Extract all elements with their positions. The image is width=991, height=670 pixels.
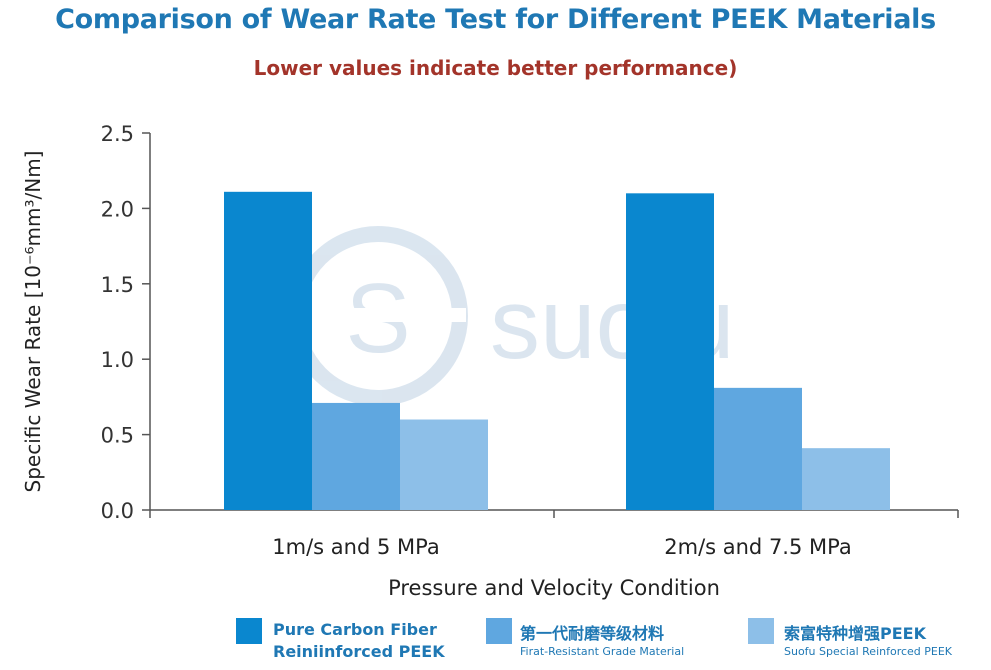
legend-swatch	[236, 618, 262, 644]
bar	[400, 419, 488, 510]
x-tick-label: 1m/s and 5 MPa	[272, 535, 439, 559]
bar	[802, 448, 890, 510]
bar	[224, 191, 312, 510]
legend-swatch	[486, 618, 512, 644]
legend-label: Pure Carbon Fiber	[273, 620, 437, 639]
legend-swatch	[748, 618, 774, 644]
y-tick-label: 1.0	[101, 348, 134, 372]
x-axis-label: Pressure and Velocity Condition	[388, 576, 720, 600]
y-tick-label: 0.0	[101, 499, 134, 523]
legend-sublabel: Reiniinforced PEEK	[273, 642, 445, 661]
legend-sublabel: Suofu Special Reinforced PEEK	[784, 645, 953, 658]
watermark-s-glyph: S	[345, 263, 410, 373]
y-tick-label: 0.5	[101, 424, 134, 448]
legend-sublabel: Firat-Resistant Grade Material	[520, 645, 685, 658]
chart-title: Comparison of Wear Rate Test for Differe…	[55, 4, 936, 35]
y-axis-label: Specific Wear Rate [10⁻⁶mm³/Nm]	[21, 151, 45, 493]
y-tick-label: 2.0	[101, 197, 134, 221]
legend-label: 第一代耐磨等级材料	[520, 624, 665, 643]
bar	[626, 193, 714, 510]
bar	[312, 402, 400, 510]
bar	[714, 387, 802, 510]
x-tick-label: 2m/s and 7.5 MPa	[664, 535, 851, 559]
y-tick-label: 2.5	[101, 122, 134, 146]
chart-subtitle: Lower values indicate better performance…	[253, 56, 738, 80]
legend-label: 索富特种增强PEEK	[784, 624, 926, 643]
y-tick-label: 1.5	[101, 273, 134, 297]
watermark-bar	[290, 308, 466, 322]
